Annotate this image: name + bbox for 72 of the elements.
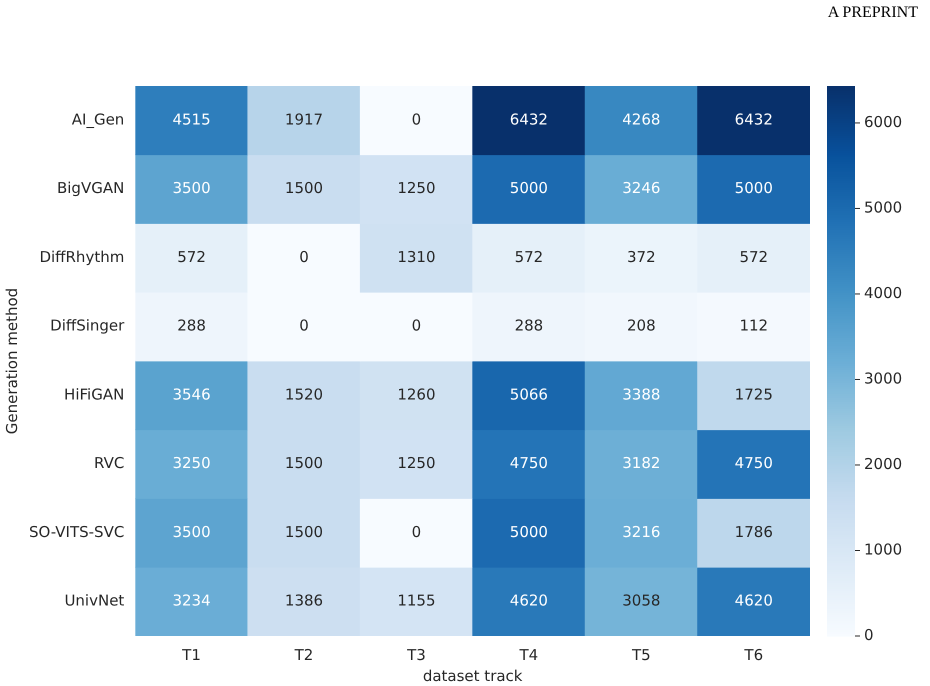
y-tick-label: SO-VITS-SVC: [28, 522, 124, 541]
data-label: 3234: [172, 592, 211, 610]
data-label: 6432: [510, 110, 548, 128]
color-bar-label: 5000: [864, 198, 902, 216]
data-label: 1310: [397, 248, 436, 266]
data-label: 572: [514, 248, 544, 266]
y-tick-label: HiFiGAN: [64, 385, 124, 404]
color-bar-label: 6000: [864, 112, 902, 131]
data-label: 5066: [510, 385, 548, 404]
data-label: 0: [299, 248, 309, 266]
data-label: 3500: [172, 522, 211, 541]
x-tick-label: T2: [294, 646, 314, 664]
data-label: 3250: [172, 454, 211, 472]
data-label: 0: [412, 522, 422, 541]
data-label: 3546: [172, 385, 211, 404]
data-label: 0: [412, 316, 422, 335]
data-label: 1155: [397, 592, 436, 610]
data-label: 4620: [510, 592, 548, 610]
data-label: 1500: [284, 179, 324, 198]
data-label: 112: [739, 316, 768, 335]
x-tick-label: T3: [406, 646, 426, 664]
x-axis-title: dataset track: [422, 666, 523, 685]
color-bar-label: 1000: [864, 540, 902, 558]
data-label: 6432: [734, 110, 773, 128]
data-label: 208: [627, 316, 656, 335]
data-label: 3388: [622, 385, 660, 404]
data-label: 3058: [622, 592, 660, 610]
data-label: 3500: [172, 179, 211, 198]
data-label: 1260: [397, 385, 436, 404]
data-label: 4750: [734, 454, 773, 472]
y-tick-label: AI_Gen: [72, 110, 124, 128]
data-label: 3246: [622, 179, 660, 198]
data-label: 1500: [284, 522, 324, 541]
data-label: 288: [177, 316, 206, 335]
y-tick-label: DiffRhythm: [39, 248, 124, 266]
data-label: 572: [177, 248, 206, 266]
x-tick-label: T6: [743, 646, 764, 664]
data-label: 5000: [510, 179, 548, 198]
data-label: 1250: [397, 179, 436, 198]
x-tick-label: T1: [181, 646, 201, 664]
text: A PREPRINT: [828, 4, 918, 22]
y-tick-label: BigVGAN: [56, 179, 124, 198]
data-label: 3216: [622, 522, 660, 541]
data-label: 5000: [510, 522, 548, 541]
data-label: 4515: [172, 110, 211, 128]
color-bar-label: 4000: [864, 284, 902, 302]
data-label: 1520: [284, 385, 324, 404]
data-label: 4620: [734, 592, 773, 610]
data-label: 288: [514, 316, 544, 335]
y-axis-title: Generation method: [2, 288, 21, 434]
y-tick-label: UnivNet: [64, 592, 124, 610]
x-tick-label: T5: [630, 646, 651, 664]
data-label: 4268: [622, 110, 660, 128]
data-label: 0: [412, 110, 422, 128]
data-label: 1917: [284, 110, 324, 128]
data-label: 0: [299, 316, 309, 335]
data-label: 4750: [510, 454, 548, 472]
data-label: 1386: [284, 592, 324, 610]
data-label: 1500: [284, 454, 324, 472]
y-tick-label: RVC: [94, 454, 124, 472]
data-label: 372: [627, 248, 656, 266]
x-tick-label: T4: [518, 646, 538, 664]
y-tick-label: DiffSinger: [50, 316, 126, 335]
color-bar-label: 2000: [864, 454, 902, 473]
color-bar-label: 0: [864, 626, 874, 644]
data-label: 1725: [734, 385, 773, 404]
data-label: 3182: [622, 454, 660, 472]
data-label: 5000: [734, 179, 773, 198]
data-label: 1250: [397, 454, 436, 472]
color-bar-label: 3000: [864, 369, 902, 388]
data-label: 572: [739, 248, 768, 266]
data-label: 1786: [734, 522, 773, 541]
